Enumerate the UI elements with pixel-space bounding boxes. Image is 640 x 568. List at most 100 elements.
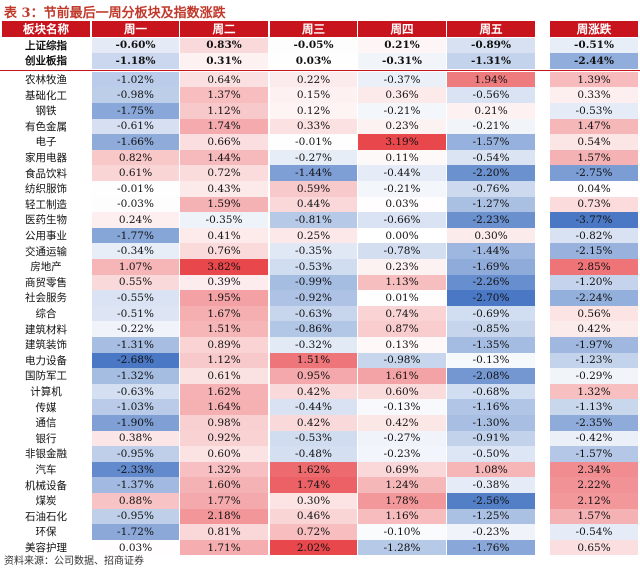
value-cell: -0.44%: [358, 165, 446, 181]
sector-row: 建筑装饰 -1.31% 0.89% -0.32% 0.13% -1.35% -1.97%: [0, 337, 640, 353]
value-cell: 0.11%: [358, 149, 446, 166]
row-name: 美容护理: [25, 542, 67, 555]
value-cell: 1.59%: [180, 196, 268, 213]
row-name: 国防军工: [25, 370, 67, 383]
value-cell: 0.24%: [92, 212, 179, 228]
row-name: 食品饮料: [25, 167, 67, 180]
value-cell: -0.54%: [447, 149, 535, 166]
value-cell: -2.44%: [550, 53, 638, 69]
value-cell: 0.36%: [358, 87, 446, 103]
value-cell: -0.86%: [270, 321, 357, 337]
value-cell: -1.57%: [447, 134, 535, 150]
value-cell: -1.32%: [92, 368, 179, 384]
sector-row: 交通运输 -0.34% 0.76% -0.35% -0.78% -1.44% -2.15%: [0, 243, 640, 259]
value-cell: 1.39%: [550, 71, 638, 88]
value-cell: -0.51%: [92, 305, 179, 322]
value-cell: -1.03%: [92, 399, 179, 415]
value-cell: -0.63%: [92, 383, 179, 400]
header-wed: 周三: [270, 21, 357, 37]
sector-row: 食品饮料 0.61% 0.72% -1.44% -0.44% -2.20% -2.75%: [0, 165, 640, 181]
value-cell: 1.60%: [180, 477, 268, 493]
value-cell: -0.89%: [447, 37, 535, 54]
value-cell: 1.32%: [550, 383, 638, 400]
value-cell: -0.91%: [447, 430, 535, 447]
value-cell: -2.75%: [550, 165, 638, 181]
value-cell: -0.95%: [92, 508, 179, 525]
header-thu: 周四: [358, 21, 446, 37]
value-cell: -0.61%: [92, 118, 179, 135]
value-cell: 0.23%: [358, 118, 446, 135]
value-cell: 0.76%: [180, 243, 268, 259]
value-cell: 0.33%: [270, 118, 357, 135]
row-name: 上证综指: [25, 39, 67, 52]
value-cell: -1.44%: [270, 165, 357, 181]
value-cell: -0.42%: [550, 430, 638, 447]
value-cell: 0.89%: [180, 337, 268, 353]
value-cell: -0.53%: [270, 430, 357, 447]
sector-row: 电力设备 -2.68% 1.12% 1.51% -0.98% -0.13% -1.23%: [0, 352, 640, 369]
value-cell: -0.23%: [358, 446, 446, 462]
value-cell: -0.21%: [447, 118, 535, 135]
value-cell: -1.44%: [447, 243, 535, 259]
value-cell: 0.38%: [92, 430, 179, 447]
value-cell: -0.10%: [358, 524, 446, 540]
value-cell: 0.92%: [180, 430, 268, 447]
value-cell: -2.56%: [447, 493, 535, 509]
value-cell: -0.21%: [358, 103, 446, 119]
value-cell: -2.26%: [447, 274, 535, 291]
value-cell: -0.99%: [270, 274, 357, 291]
sector-row: 医药生物 0.24% -0.35% -0.81% -0.66% -2.23% -3.77%: [0, 212, 640, 228]
value-cell: -1.27%: [447, 196, 535, 213]
value-cell: -0.82%: [550, 227, 638, 244]
value-cell: -1.13%: [550, 399, 638, 415]
value-cell: -0.51%: [550, 37, 638, 54]
sector-row: 石油石化 -0.95% 2.18% 0.46% 1.16% -1.25% 1.57%: [0, 508, 640, 525]
value-cell: 0.72%: [270, 524, 357, 540]
value-cell: -0.76%: [447, 181, 535, 197]
row-name: 通信: [35, 417, 57, 430]
sector-row: 汽车 -2.33% 1.32% 1.62% 0.69% 1.08% 2.34%: [0, 461, 640, 478]
value-cell: 0.73%: [550, 196, 638, 213]
value-cell: 0.46%: [270, 508, 357, 525]
value-cell: 1.61%: [358, 368, 446, 384]
row-name: 计算机: [30, 386, 62, 399]
row-name: 建筑材料: [25, 323, 67, 336]
row-name: 煤炭: [35, 495, 57, 508]
value-cell: -2.68%: [92, 352, 179, 369]
row-name: 医药生物: [25, 214, 67, 227]
value-cell: -1.23%: [550, 352, 638, 369]
value-cell: -0.01%: [92, 181, 179, 197]
value-cell: -0.44%: [270, 399, 357, 415]
value-cell: 0.03%: [270, 53, 357, 69]
value-cell: 0.01%: [358, 290, 446, 306]
value-cell: 2.02%: [270, 539, 357, 556]
value-cell: 0.98%: [180, 415, 268, 431]
value-cell: -1.35%: [447, 337, 535, 353]
value-cell: 0.81%: [180, 524, 268, 540]
index-row: 上证综指 -0.60% 0.83% -0.05% 0.21% -0.89% -0.51%: [0, 37, 640, 54]
row-name: 电子: [35, 136, 57, 149]
value-cell: 0.33%: [550, 87, 638, 103]
value-cell: -0.53%: [550, 103, 638, 119]
value-cell: -3.77%: [550, 212, 638, 228]
sector-row: 家用电器 0.82% 1.44% -0.27% 0.11% -0.54% 1.57%: [0, 149, 640, 166]
value-cell: -0.35%: [180, 212, 268, 228]
value-cell: 2.12%: [550, 493, 638, 509]
value-cell: 0.54%: [550, 134, 638, 150]
value-cell: 2.22%: [550, 477, 638, 493]
row-name: 农林牧渔: [25, 74, 67, 87]
value-cell: 1.32%: [180, 461, 268, 478]
value-cell: 0.03%: [92, 539, 179, 556]
value-cell: -0.92%: [270, 290, 357, 306]
value-cell: 0.74%: [358, 305, 446, 322]
value-cell: -0.01%: [270, 134, 357, 150]
value-cell: 0.22%: [270, 71, 357, 88]
value-cell: 0.55%: [92, 274, 179, 291]
row-name: 石油石化: [25, 510, 67, 523]
header-tue: 周二: [180, 21, 268, 37]
value-cell: -0.60%: [92, 37, 179, 54]
sector-row: 非银金融 -0.95% 0.60% -0.48% -0.23% -0.50% -1.57%: [0, 446, 640, 462]
value-cell: 0.30%: [270, 493, 357, 509]
value-cell: -0.81%: [270, 212, 357, 228]
value-cell: -0.66%: [358, 212, 446, 228]
